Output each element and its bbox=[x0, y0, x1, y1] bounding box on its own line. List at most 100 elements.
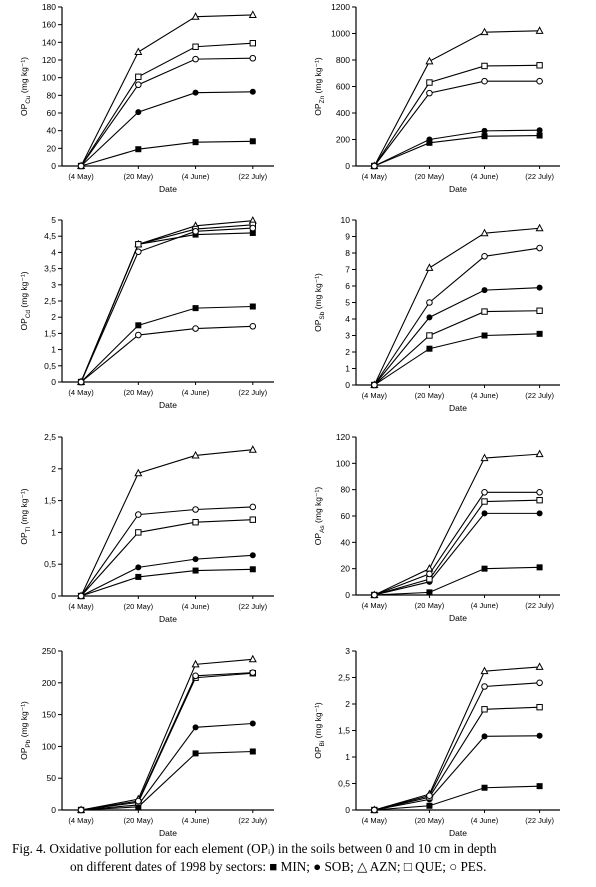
series-line-azn bbox=[374, 666, 540, 811]
data-point-pes-2 bbox=[135, 797, 142, 805]
y-tick-label: 100 bbox=[42, 741, 56, 751]
x-axis-title: Date bbox=[449, 613, 467, 623]
chart-panel-as: 0 20 40 60 80 100 120 (4 May) (20 May) (4 June) (2… bbox=[313, 432, 560, 623]
series-line-azn bbox=[373, 227, 540, 386]
y-tick-label: 0 bbox=[345, 590, 350, 600]
data-point-pes-2 bbox=[426, 792, 433, 799]
data-point-que-4 bbox=[249, 516, 257, 523]
data-point-min-2 bbox=[135, 146, 142, 153]
series-line-pes bbox=[80, 672, 253, 811]
data-point-pes-2 bbox=[426, 570, 433, 578]
x-tick-label: (20 May) bbox=[124, 172, 154, 181]
figure-caption: Fig. 4. Oxidative pollution for each ele… bbox=[12, 840, 592, 876]
data-point-sob-2 bbox=[426, 314, 433, 321]
series-line-que bbox=[80, 42, 253, 167]
data-point-sob-3 bbox=[192, 89, 199, 96]
series-line-azn bbox=[374, 453, 540, 596]
y-tick-label: 1,5 bbox=[44, 496, 56, 506]
y-tick-label: 0,5 bbox=[44, 559, 56, 569]
data-point-que-4 bbox=[536, 307, 543, 314]
data-point-pes-1 bbox=[371, 591, 378, 599]
x-tick-label: (4 May) bbox=[362, 391, 388, 400]
y-tick-label: 0 bbox=[51, 591, 56, 601]
y-axis-title-subscript: Sb bbox=[319, 311, 326, 319]
series-line-que bbox=[80, 519, 253, 597]
y-tick-label: 1200 bbox=[331, 2, 350, 12]
y-axis-title: OPZn (mg kg⁻¹) bbox=[313, 57, 326, 116]
y-axis-title-unit: (mg kg⁻¹) bbox=[313, 702, 323, 741]
x-tick-label: (22 July) bbox=[525, 172, 554, 181]
y-tick-label: 3 bbox=[345, 646, 350, 656]
series-line-sob bbox=[81, 722, 253, 811]
y-tick-label: 2 bbox=[51, 312, 56, 322]
x-tick-label: (4 June) bbox=[471, 391, 499, 400]
data-point-min-4 bbox=[536, 564, 543, 571]
chart-panel-bi: 0 0,5 1 1,5 2 2,5 3 (4 May) (20 May) (4 June) (22 … bbox=[313, 646, 560, 838]
chart-panel-tl: 0 0,5 1 1,5 2 2,5 (4 May) (20 May) (4 June) (22 J… bbox=[19, 432, 274, 624]
x-tick-label: (20 May) bbox=[124, 816, 154, 825]
y-axis-title-unit: (mg kg⁻¹) bbox=[313, 273, 323, 312]
y-tick-label: 2,5 bbox=[44, 432, 56, 442]
data-point-azn-3 bbox=[191, 450, 200, 459]
data-point-min-4 bbox=[249, 138, 256, 145]
y-axis-title: OPAs (mg kg⁻¹) bbox=[313, 487, 326, 546]
y-tick-label: 50 bbox=[47, 773, 57, 783]
x-tick-label: (22 July) bbox=[238, 172, 267, 181]
data-point-min-4 bbox=[536, 330, 543, 337]
y-tick-label: 120 bbox=[336, 432, 350, 442]
y-tick-label: 0 bbox=[51, 161, 56, 171]
series-line-pes bbox=[373, 80, 540, 167]
y-axis-title-unit: (mg kg⁻¹) bbox=[19, 271, 29, 310]
data-point-min-2 bbox=[135, 573, 142, 580]
y-axis-title: OPCd (mg kg⁻¹) bbox=[19, 271, 32, 330]
y-tick-label: 0,5 bbox=[44, 361, 56, 371]
x-tick-label: (4 May) bbox=[68, 172, 94, 181]
x-axis-title: Date bbox=[159, 828, 177, 838]
x-tick-label: (4 May) bbox=[68, 388, 94, 397]
x-tick-label: (22 July) bbox=[238, 388, 267, 397]
y-axis-title: OPTl (mg kg⁻¹) bbox=[19, 488, 32, 544]
data-point-que-3 bbox=[481, 706, 488, 713]
x-tick-label: (4 June) bbox=[471, 816, 499, 825]
x-tick-label: (20 May) bbox=[415, 601, 445, 610]
data-point-pes-1 bbox=[371, 381, 378, 389]
y-tick-label: 1,5 bbox=[338, 726, 350, 736]
y-axis-title-subscript: Pb bbox=[25, 739, 32, 747]
y-tick-label: 0 bbox=[51, 805, 56, 815]
data-point-pes-3 bbox=[192, 325, 199, 332]
data-point-azn-4 bbox=[535, 223, 544, 232]
data-point-pes-3 bbox=[481, 77, 488, 85]
data-point-pes-1 bbox=[371, 806, 378, 814]
data-point-pes-2 bbox=[426, 89, 433, 97]
y-axis-title-subscript: Cd bbox=[25, 310, 32, 319]
data-point-pes-3 bbox=[481, 252, 488, 260]
x-axis-title: Date bbox=[159, 184, 177, 194]
data-point-min-4 bbox=[249, 566, 256, 573]
data-point-que-3 bbox=[192, 519, 199, 526]
y-tick-label: 6 bbox=[345, 281, 350, 291]
y-axis-title-main: OP bbox=[19, 318, 29, 331]
data-point-min-3 bbox=[192, 750, 199, 757]
y-tick-label: 2,5 bbox=[44, 296, 56, 306]
y-axis-title-unit: (mg kg⁻¹) bbox=[313, 57, 323, 96]
data-point-sob-4 bbox=[249, 303, 256, 310]
data-point-azn-3 bbox=[480, 228, 489, 237]
y-axis-title: OPBi (mg kg⁻¹) bbox=[313, 702, 326, 759]
series-line-que bbox=[81, 672, 253, 811]
x-tick-label: (22 July) bbox=[525, 601, 554, 610]
x-tick-label: (4 June) bbox=[182, 602, 210, 611]
data-point-que-2 bbox=[135, 73, 142, 80]
data-point-min-2 bbox=[426, 589, 433, 596]
data-point-azn-3 bbox=[480, 666, 489, 675]
chart-panel-cu: 0 20 40 60 80 100 120 140 160 180 (4 May) (20 May) (… bbox=[19, 2, 274, 194]
data-point-min-3 bbox=[481, 784, 488, 791]
series-line-pes bbox=[80, 506, 253, 597]
x-axis-title: Date bbox=[449, 403, 467, 413]
series-line-que bbox=[373, 310, 540, 386]
data-point-sob-2 bbox=[135, 322, 142, 329]
y-tick-label: 0 bbox=[345, 380, 350, 390]
y-tick-label: 60 bbox=[341, 511, 351, 521]
x-tick-label: (4 May) bbox=[362, 172, 388, 181]
data-point-pes2-3 bbox=[192, 228, 199, 235]
